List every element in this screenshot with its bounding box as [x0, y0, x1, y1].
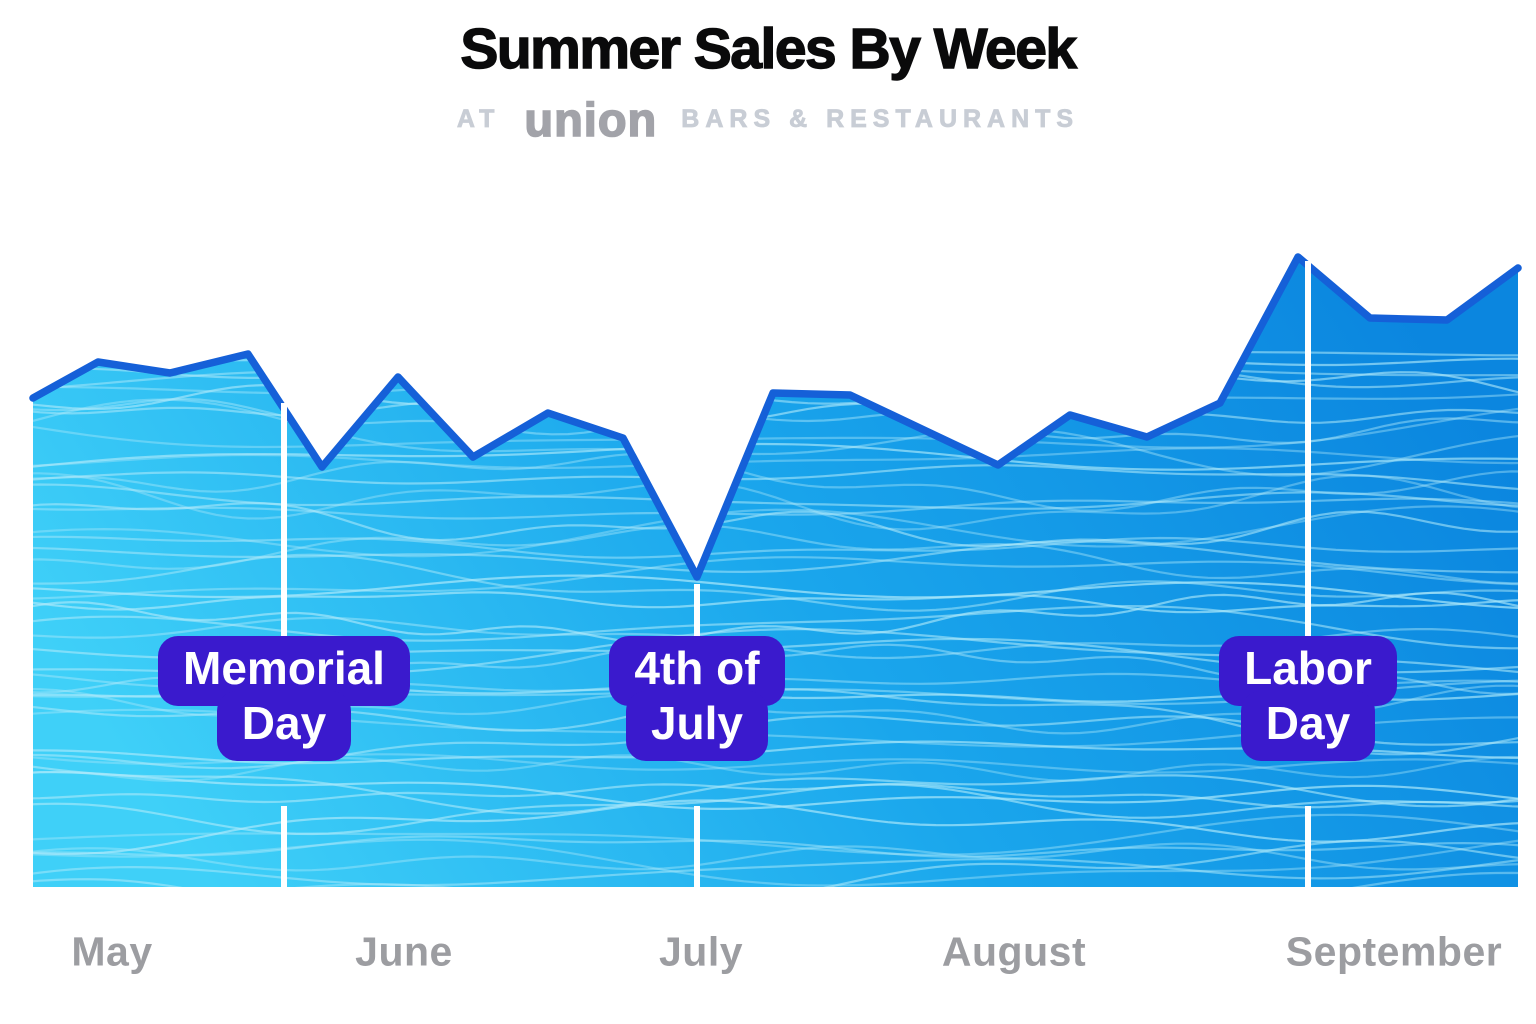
x-axis-label-july: July	[658, 928, 744, 975]
union-logo-wordmark: union	[524, 92, 658, 147]
chart-header: Summer Sales By Week AT union BARS & RES…	[0, 16, 1536, 147]
subtitle-prefix: AT	[456, 105, 501, 134]
x-axis-label-may: May	[71, 928, 153, 975]
page-title: Summer Sales By Week	[460, 16, 1078, 81]
x-axis-label-september: September	[1285, 928, 1503, 975]
subtitle-suffix: BARS & RESTAURANTS	[681, 105, 1080, 134]
chart-subtitle: AT union BARS & RESTAURANTS	[0, 92, 1536, 147]
x-axis-label-august: August	[941, 928, 1087, 975]
x-axis-label-june: June	[355, 928, 453, 975]
